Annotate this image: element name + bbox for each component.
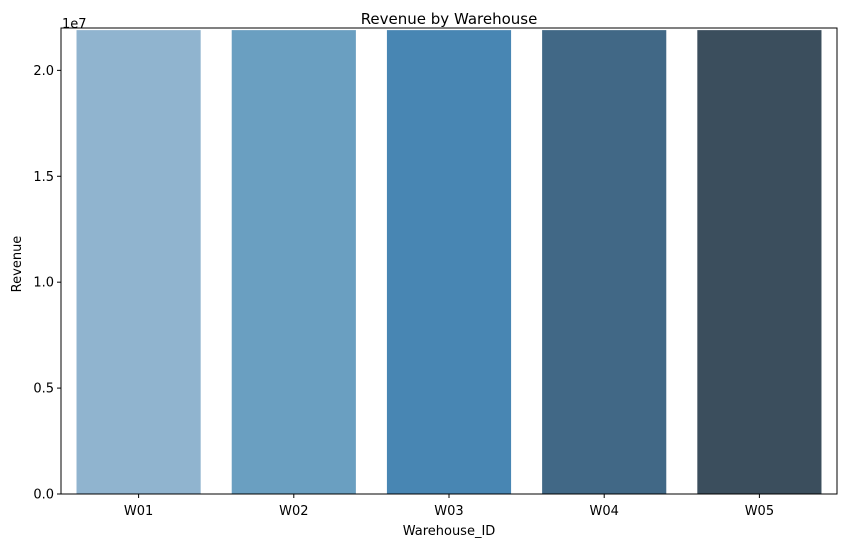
plot-frame — [60, 27, 838, 495]
chart-title: Revenue by Warehouse — [361, 10, 538, 28]
bar-w05 — [697, 30, 822, 494]
bar-w01 — [76, 30, 201, 494]
y-tick-label: 1.5 — [33, 170, 54, 185]
bars-group — [76, 30, 822, 494]
bar-w03 — [386, 30, 512, 494]
y-tick-label: 0.5 — [33, 382, 54, 397]
x-axis-label: Warehouse_ID — [403, 524, 496, 539]
y-axis-scale-label: 1e7 — [62, 17, 87, 32]
x-tick-label: W02 — [279, 504, 308, 519]
x-tick-label: W04 — [589, 504, 618, 519]
x-tick-label: W01 — [124, 504, 153, 519]
ticks-group: W01 W02 W03 W04 W05 0.0 0.5 1.0 1.5 2.0 — [33, 64, 774, 519]
y-tick-label: 2.0 — [33, 64, 54, 79]
bar-w04 — [542, 30, 667, 494]
y-tick-label: 0.0 — [33, 488, 54, 503]
y-axis-label: Revenue — [10, 236, 25, 293]
y-tick-label: 1.0 — [33, 276, 54, 291]
x-tick-label: W03 — [434, 504, 463, 519]
bar-w02 — [231, 30, 356, 494]
x-tick-label: W05 — [745, 504, 774, 519]
